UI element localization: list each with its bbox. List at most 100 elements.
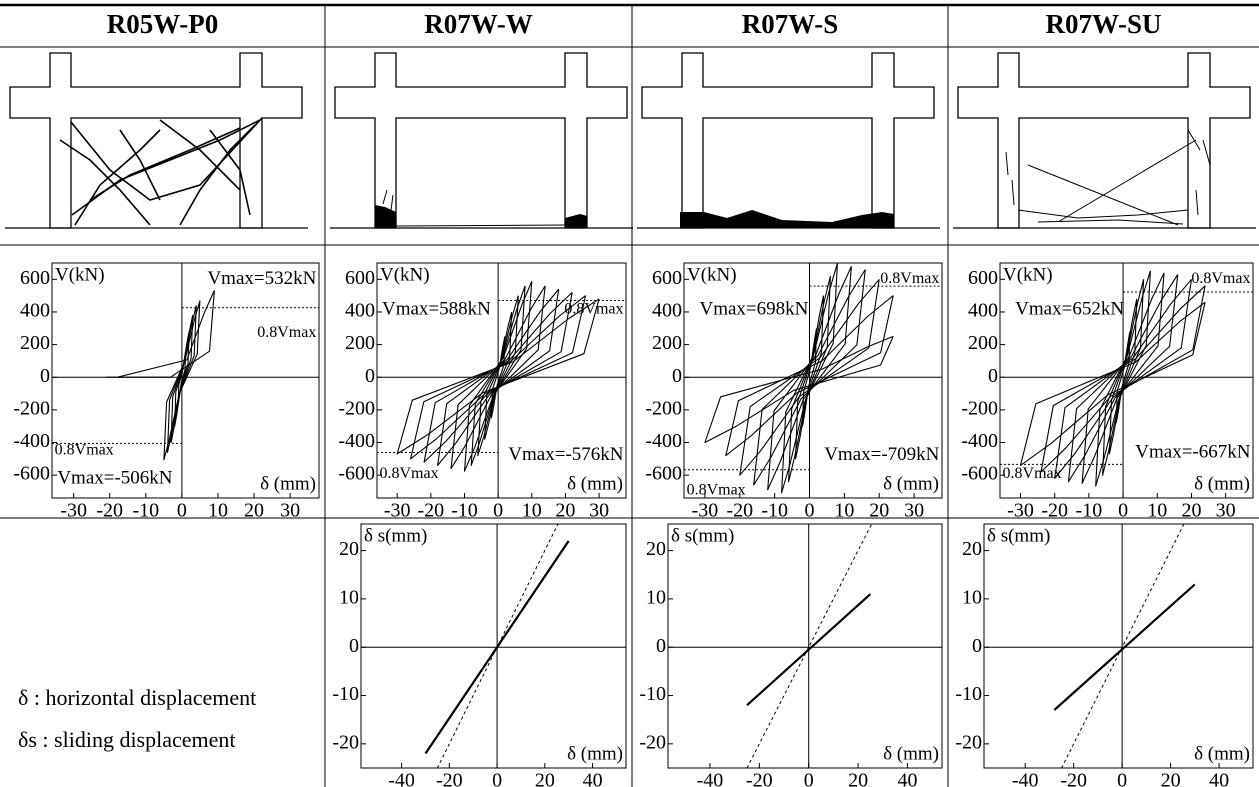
plot-frame (983, 523, 1254, 769)
x-axis-label: δ (mm) (883, 743, 939, 764)
x-tick-label: 0 (1117, 770, 1127, 787)
x-tick-label: -30 (692, 500, 719, 522)
crush-zone (680, 210, 894, 228)
x-tick-label: -20 (96, 500, 123, 522)
hysteresis-loop (1067, 274, 1179, 483)
y-tick-label: 20 (646, 538, 666, 560)
hysteresis-loop (490, 336, 506, 419)
x-tick-label: 30 (589, 500, 609, 522)
annotation: Vmax=588kN (382, 298, 491, 319)
plot-frame (999, 262, 1254, 499)
hysteresis-loop (1040, 285, 1206, 473)
y-tick-label: -200 (645, 397, 682, 419)
x-tick-label: -10 (1076, 500, 1103, 522)
crack (209, 129, 251, 216)
hysteresis-loop (704, 335, 894, 444)
y-tick-label: -10 (955, 683, 982, 705)
y-axis-label: δ s(mm) (671, 525, 734, 546)
legend-text: δs : sliding displacement (18, 727, 236, 752)
y-tick-label: 0 (365, 365, 375, 387)
x-tick-label: 20 (1181, 500, 1201, 522)
y-tick-label: -20 (639, 731, 666, 753)
x-tick-label: -20 (746, 770, 773, 787)
hysteresis-loop (163, 300, 201, 461)
plot-frame (51, 262, 320, 499)
y-tick-label: -400 (961, 430, 998, 452)
x-axis-label: δ (mm) (883, 473, 939, 494)
crack (1005, 151, 1009, 176)
y-tick-label: 0 (656, 635, 666, 657)
x-tick-label: -30 (60, 500, 87, 522)
plot-frame (683, 262, 943, 499)
crack (159, 119, 241, 191)
column-header: R05W-P0 (107, 9, 218, 39)
annotation: 0.8Vmax (55, 442, 114, 459)
y-tick-label: 200 (20, 332, 50, 354)
legend-text: δ : horizontal displacement (18, 685, 256, 710)
crack (179, 124, 256, 226)
x-tick-label: 20 (1161, 770, 1181, 787)
annotation: 0.8Vmax (880, 270, 939, 287)
x-axis-label: δ (mm) (567, 743, 623, 764)
crack (1202, 139, 1211, 166)
crack (1011, 179, 1015, 206)
plot-frame (360, 523, 627, 769)
x-tick-label: -10 (451, 500, 478, 522)
y-tick-label: -200 (13, 397, 50, 419)
x-tick-label: 20 (535, 770, 555, 787)
column-header: R07W-W (424, 9, 533, 39)
y-tick-label: -400 (13, 430, 50, 452)
annotation: Vmax=652kN (1015, 298, 1124, 319)
x-tick-label: 0 (1118, 500, 1128, 522)
hysteresis-loop (470, 285, 526, 466)
x-tick-label: -20 (436, 770, 463, 787)
sliding-line (1053, 583, 1196, 711)
frame-outline (9, 52, 303, 229)
hysteresis-loop (767, 266, 852, 491)
hysteresis-loop (1054, 278, 1193, 479)
x-tick-label: -20 (418, 500, 445, 522)
x-tick-label: -10 (761, 500, 788, 522)
reference-diagonal (1061, 523, 1185, 769)
x-tick-label: -40 (388, 770, 415, 787)
x-axis-label: δ (mm) (260, 473, 316, 494)
table-rules (0, 3, 1259, 787)
specimen-drawing (953, 52, 1256, 229)
hysteresis-loop (166, 305, 197, 453)
x-tick-label: 10 (1147, 500, 1167, 522)
specimen-drawing (637, 52, 940, 229)
y-tick-label: -400 (645, 430, 682, 452)
frame-outline (641, 52, 935, 229)
crack (74, 129, 161, 226)
annotation: 0.8Vmax (564, 301, 623, 318)
y-axis-label: V(kN) (687, 264, 737, 285)
crack (1037, 219, 1184, 225)
plot-frame (376, 262, 627, 499)
hysteresis-loop (1102, 279, 1145, 476)
x-tick-label: 20 (869, 500, 889, 522)
hysteresis-loop (170, 315, 194, 444)
y-tick-label: -600 (961, 463, 998, 485)
x-tick-label: 40 (897, 770, 917, 787)
hysteresis-loop (1081, 272, 1165, 484)
x-tick-label: 40 (583, 770, 603, 787)
x-tick-label: 0 (804, 770, 814, 787)
hysteresis-loop (484, 311, 513, 440)
y-axis-label: V(kN) (55, 264, 105, 285)
annotation: Vmax=698kN (699, 298, 808, 319)
y-tick-label: 0 (972, 635, 982, 657)
y-tick-label: 10 (962, 586, 982, 608)
x-tick-label: 0 (492, 770, 502, 787)
y-tick-label: -10 (639, 683, 666, 705)
x-tick-label: 10 (522, 500, 542, 522)
y-axis-label: δ s(mm) (364, 525, 427, 546)
hysteresis-loop (450, 285, 546, 470)
y-axis-label: V(kN) (380, 264, 430, 285)
y-tick-label: -20 (332, 731, 359, 753)
hysteresis-loop (781, 263, 838, 494)
crush-zone (375, 205, 587, 228)
hysteresis-loop (477, 295, 519, 457)
y-tick-label: 600 (652, 267, 682, 289)
annotation: 0.8Vmax (257, 324, 316, 341)
